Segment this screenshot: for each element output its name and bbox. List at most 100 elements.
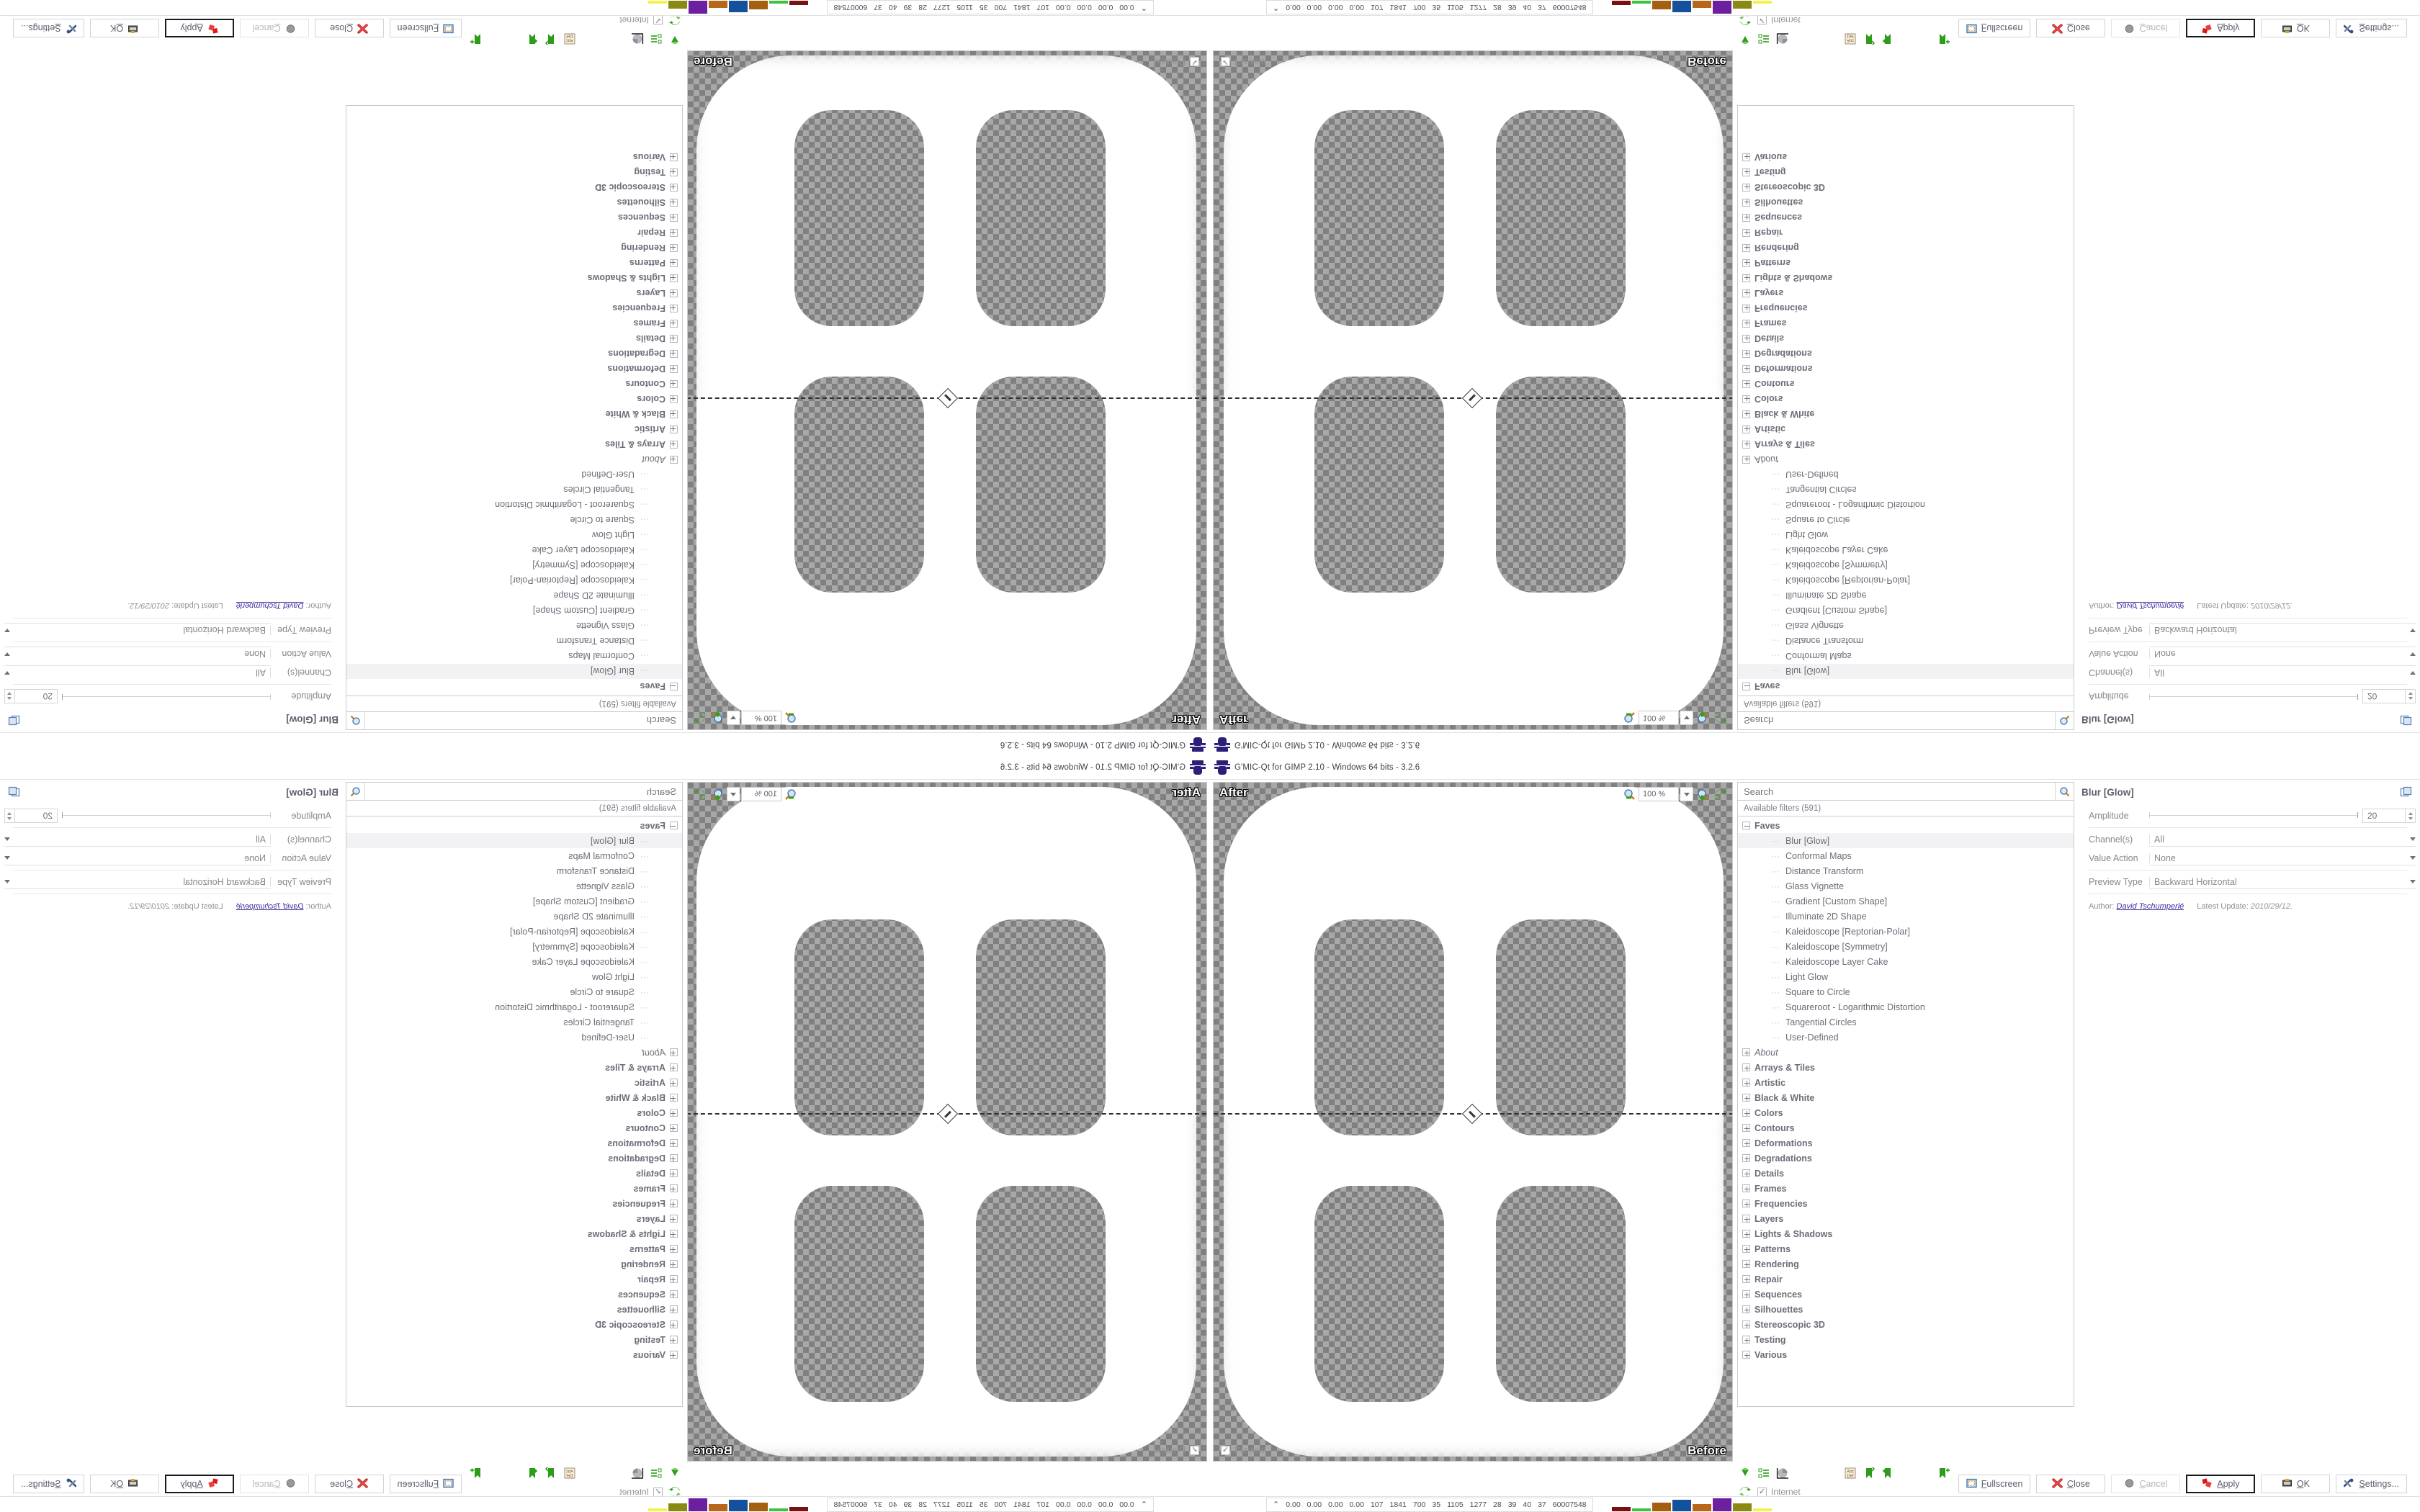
expand-node-icon[interactable]	[670, 229, 678, 237]
expand-node-icon[interactable]	[1742, 199, 1750, 207]
expand-node-icon[interactable]	[1742, 1230, 1750, 1238]
gmic-qt-dialog[interactable]: G'MIC-Qt for GIMP 2.10 - Windows 64 bits…	[1210, 756, 2420, 1512]
expand-node-icon[interactable]	[1742, 305, 1750, 312]
filter-category-artistic[interactable]: Artistic	[346, 422, 682, 437]
filter-category-colors[interactable]: Colors	[1738, 1105, 2074, 1120]
filter-tree-pane[interactable]: Available filters (591) Faves ··· Blur [Gl…	[346, 50, 683, 730]
add-fave-icon[interactable]	[543, 1466, 559, 1480]
filter-item[interactable]: ··· Blur [Glow]	[346, 833, 682, 848]
expand-node-icon[interactable]	[1742, 184, 1750, 192]
param-row-preview-type[interactable]: Preview Type Backward Horizontal	[4, 873, 340, 891]
gmic-qt-dialog[interactable]: G'MIC-Qt for GIMP 2.10 - Windows 64 bits…	[1210, 0, 2420, 756]
expand-node-icon[interactable]	[1742, 1154, 1750, 1162]
close-button[interactable]: Close	[314, 19, 384, 37]
filter-category-stereoscopic-3d[interactable]: Stereoscopic 3D	[1738, 180, 2074, 195]
expand-node-icon[interactable]	[1742, 1048, 1750, 1056]
filter-category-rendering[interactable]: Rendering	[1738, 240, 2074, 256]
zoom-out-icon[interactable]	[1621, 787, 1637, 801]
expand-node-icon[interactable]	[1742, 410, 1750, 418]
zoom-level-field[interactable]: 100 %	[1639, 711, 1679, 725]
filter-category-layers[interactable]: Layers	[1738, 1211, 2074, 1226]
amplitude-slider[interactable]	[62, 811, 271, 821]
filter-item[interactable]: ··· Illuminate 2D Shape	[346, 909, 682, 924]
filter-category-sequences[interactable]: Sequences	[1738, 210, 2074, 225]
gmic-qt-dialog[interactable]: G'MIC-Qt for GIMP 2.10 - Windows 64 bits…	[0, 756, 1210, 1512]
filter-category-lights-shadows[interactable]: Lights & Shadows	[346, 271, 682, 286]
expand-node-icon[interactable]	[670, 1048, 678, 1056]
apply-button[interactable]: Apply	[164, 1475, 234, 1493]
filter-item[interactable]: ··· Glass Vignette	[346, 618, 682, 634]
gmic-qt-dialog[interactable]: G'MIC-Qt for GIMP 2.10 - Windows 64 bits…	[0, 0, 1210, 756]
filter-category-faves[interactable]: Faves	[1738, 818, 2074, 833]
filter-category-lights-shadows[interactable]: Lights & Shadows	[1738, 271, 2074, 286]
filter-tree[interactable]: Faves ··· Blur [Glow] ··· Conformal Maps ··· D…	[346, 816, 683, 1407]
filter-category-patterns[interactable]: Patterns	[346, 256, 682, 271]
zoom-level-field[interactable]: 100 %	[741, 787, 781, 801]
add-fave-icon[interactable]	[1861, 32, 1877, 46]
filter-item[interactable]: ··· Blur [Glow]	[1738, 664, 2074, 679]
filter-tree-pane[interactable]: Available filters (591) Faves ··· Blur [Gl…	[1737, 782, 2074, 1462]
expand-node-icon[interactable]	[670, 1184, 678, 1192]
filter-category-about[interactable]: About	[1738, 452, 2074, 467]
preview-type-combo[interactable]: Backward Horizontal	[2149, 623, 2416, 637]
channels-combo[interactable]: All	[2149, 832, 2416, 847]
expand-node-icon[interactable]	[670, 380, 678, 388]
author-name-link[interactable]: David Tschumperlé	[2116, 902, 2184, 911]
filter-item[interactable]: ··· Kaleidoscope [Reptorian-Polar]	[346, 924, 682, 939]
expand-node-icon[interactable]	[670, 1200, 678, 1207]
collapse-node-icon[interactable]	[1742, 683, 1750, 690]
expand-all-icon[interactable]	[648, 32, 664, 46]
amplitude-slider[interactable]	[62, 691, 271, 701]
param-row-channels[interactable]: Channel(s) All	[2080, 830, 2416, 849]
amplitude-stepper[interactable]	[4, 689, 14, 703]
filter-category-various[interactable]: Various	[1738, 1347, 2074, 1362]
filter-category-arrays-tiles[interactable]: Arrays & Tiles	[1738, 437, 2074, 452]
expand-node-icon[interactable]	[670, 1154, 678, 1162]
preview-type-combo[interactable]: Backward Horizontal	[4, 623, 271, 637]
filter-category-artistic[interactable]: Artistic	[346, 1075, 682, 1090]
filter-category-black-white[interactable]: Black & White	[1738, 1090, 2074, 1105]
filter-item[interactable]: ··· Glass Vignette	[1738, 618, 2074, 634]
filter-item[interactable]: ··· Square to Circle	[1738, 513, 2074, 528]
filter-category-arrays-tiles[interactable]: Arrays & Tiles	[1738, 1060, 2074, 1075]
preview-pane[interactable]: After Before 100 % Preview	[687, 782, 1207, 1462]
expand-node-icon[interactable]	[670, 214, 678, 222]
filter-mode-icon[interactable]	[1775, 32, 1791, 46]
param-row-preview-type[interactable]: Preview Type Backward Horizontal	[4, 621, 340, 639]
expand-node-icon[interactable]	[1742, 153, 1750, 161]
expand-node-icon[interactable]	[670, 1094, 678, 1102]
expand-node-icon[interactable]	[1742, 274, 1750, 282]
amplitude-slider[interactable]	[2149, 811, 2358, 821]
filter-category-faves[interactable]: Faves	[1738, 679, 2074, 694]
zoom-level-dropdown[interactable]	[727, 711, 740, 725]
dialog-action-bar[interactable]: Fullscreen Close Cancel Apply OK Settings...	[0, 16, 1210, 40]
chevron-down-icon[interactable]	[2410, 880, 2416, 883]
filter-category-silhouettes[interactable]: Silhouettes	[1738, 1302, 2074, 1317]
filter-category-degradations[interactable]: Degradations	[346, 346, 682, 361]
expand-node-icon[interactable]	[1742, 1290, 1750, 1298]
amplitude-stepper[interactable]	[4, 809, 14, 823]
filter-category-frames[interactable]: Frames	[1738, 1181, 2074, 1196]
value-action-combo[interactable]: None	[4, 851, 271, 865]
abc-default-icon[interactable]: Abc Def	[562, 1466, 578, 1480]
expand-node-icon[interactable]	[670, 1124, 678, 1132]
filter-item[interactable]: ··· User-Defined	[346, 1030, 682, 1045]
collapse-all-icon[interactable]	[667, 32, 683, 46]
filter-category-patterns[interactable]: Patterns	[1738, 1241, 2074, 1256]
copy-parameters-icon[interactable]	[2398, 713, 2414, 727]
filter-item[interactable]: ··· Light Glow	[1738, 969, 2074, 984]
filter-category-about[interactable]: About	[346, 1045, 682, 1060]
expand-node-icon[interactable]	[1742, 214, 1750, 222]
zoom-out-icon[interactable]	[783, 787, 799, 801]
collapse-all-icon[interactable]	[667, 1466, 683, 1480]
filter-category-contours[interactable]: Contours	[346, 1120, 682, 1135]
expand-node-icon[interactable]	[670, 1139, 678, 1147]
filter-item[interactable]: ··· Kaleidoscope [Reptorian-Polar]	[1738, 573, 2074, 588]
expand-node-icon[interactable]	[670, 1215, 678, 1223]
expand-node-icon[interactable]	[1742, 1275, 1750, 1283]
expand-node-icon[interactable]	[1742, 335, 1750, 343]
parameter-pane[interactable]: Blur [Glow] Amplitude 20 Channel(s) All	[4, 782, 340, 1462]
filter-item[interactable]: ··· User-Defined	[346, 467, 682, 482]
filter-category-arrays-tiles[interactable]: Arrays & Tiles	[346, 437, 682, 452]
search-input[interactable]	[1738, 783, 2055, 800]
